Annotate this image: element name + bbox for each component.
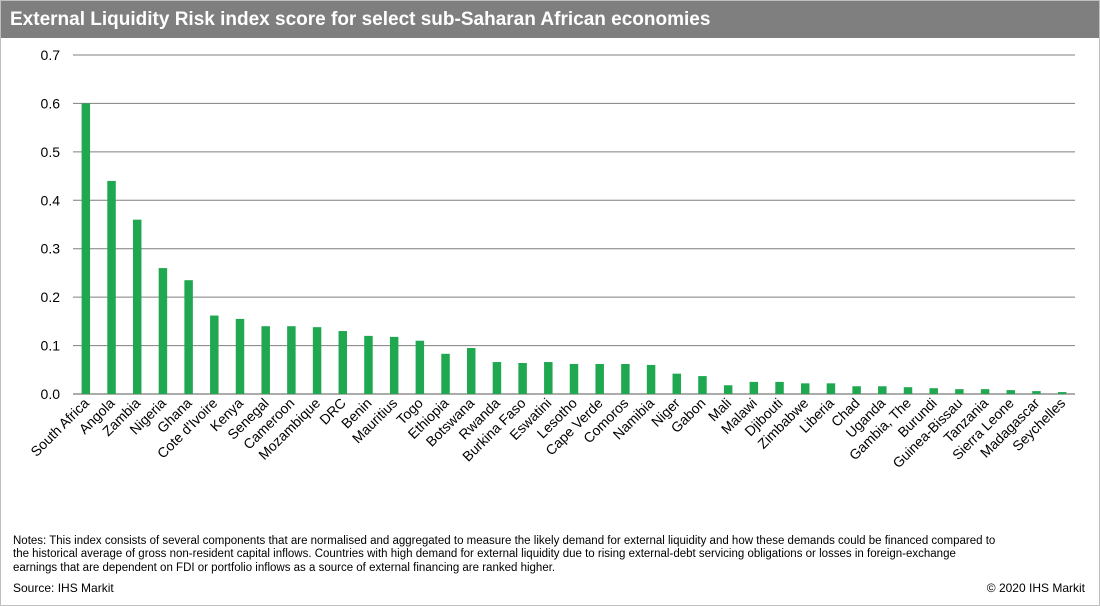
bar bbox=[261, 326, 270, 394]
bar bbox=[800, 383, 810, 394]
y-tick-label: 0.5 bbox=[41, 144, 61, 160]
bar bbox=[1006, 390, 1016, 394]
bar bbox=[980, 389, 990, 394]
y-tick-label: 0.3 bbox=[41, 241, 61, 257]
bar bbox=[466, 347, 476, 394]
bar bbox=[415, 340, 425, 394]
source-label: Source: IHS Markit bbox=[13, 581, 114, 595]
bar bbox=[595, 363, 604, 394]
bar bbox=[621, 363, 630, 394]
y-tick-label: 0.4 bbox=[41, 192, 61, 208]
bar bbox=[81, 103, 91, 394]
y-tick-label: 0.7 bbox=[41, 47, 61, 63]
bar bbox=[646, 364, 656, 394]
bar bbox=[544, 362, 553, 394]
bar bbox=[723, 385, 733, 394]
bar bbox=[826, 383, 836, 394]
bar bbox=[184, 280, 193, 394]
bar bbox=[441, 353, 450, 394]
bar bbox=[132, 219, 142, 394]
bar bbox=[929, 388, 938, 394]
bar bbox=[107, 180, 116, 394]
y-tick-label: 0.2 bbox=[41, 289, 61, 305]
bar bbox=[210, 315, 219, 394]
bar bbox=[1032, 391, 1041, 394]
chart-notes: Notes: This index consists of several co… bbox=[13, 535, 996, 574]
bar bbox=[852, 386, 861, 394]
bar bbox=[364, 335, 373, 394]
bar bbox=[312, 327, 322, 394]
y-tick-label: 0.6 bbox=[41, 95, 61, 111]
y-tick-label: 0.1 bbox=[41, 338, 61, 354]
bar bbox=[389, 336, 399, 394]
bar bbox=[1057, 392, 1067, 394]
bar bbox=[569, 363, 579, 394]
bar bbox=[672, 373, 682, 394]
y-tick-label: 0.0 bbox=[41, 386, 61, 402]
copyright-label: © 2020 IHS Markit bbox=[986, 581, 1085, 595]
bar bbox=[955, 389, 964, 394]
bar bbox=[518, 363, 527, 394]
bar bbox=[338, 331, 348, 394]
bar bbox=[698, 376, 707, 394]
bar bbox=[878, 386, 887, 394]
chart-title: External Liquidity Risk index score for … bbox=[1, 1, 1099, 38]
bar bbox=[158, 268, 168, 394]
bar bbox=[903, 387, 913, 394]
bar bbox=[235, 318, 245, 394]
bar bbox=[492, 362, 502, 394]
bar bbox=[287, 326, 296, 394]
bar bbox=[749, 381, 759, 394]
bar bbox=[775, 381, 784, 394]
